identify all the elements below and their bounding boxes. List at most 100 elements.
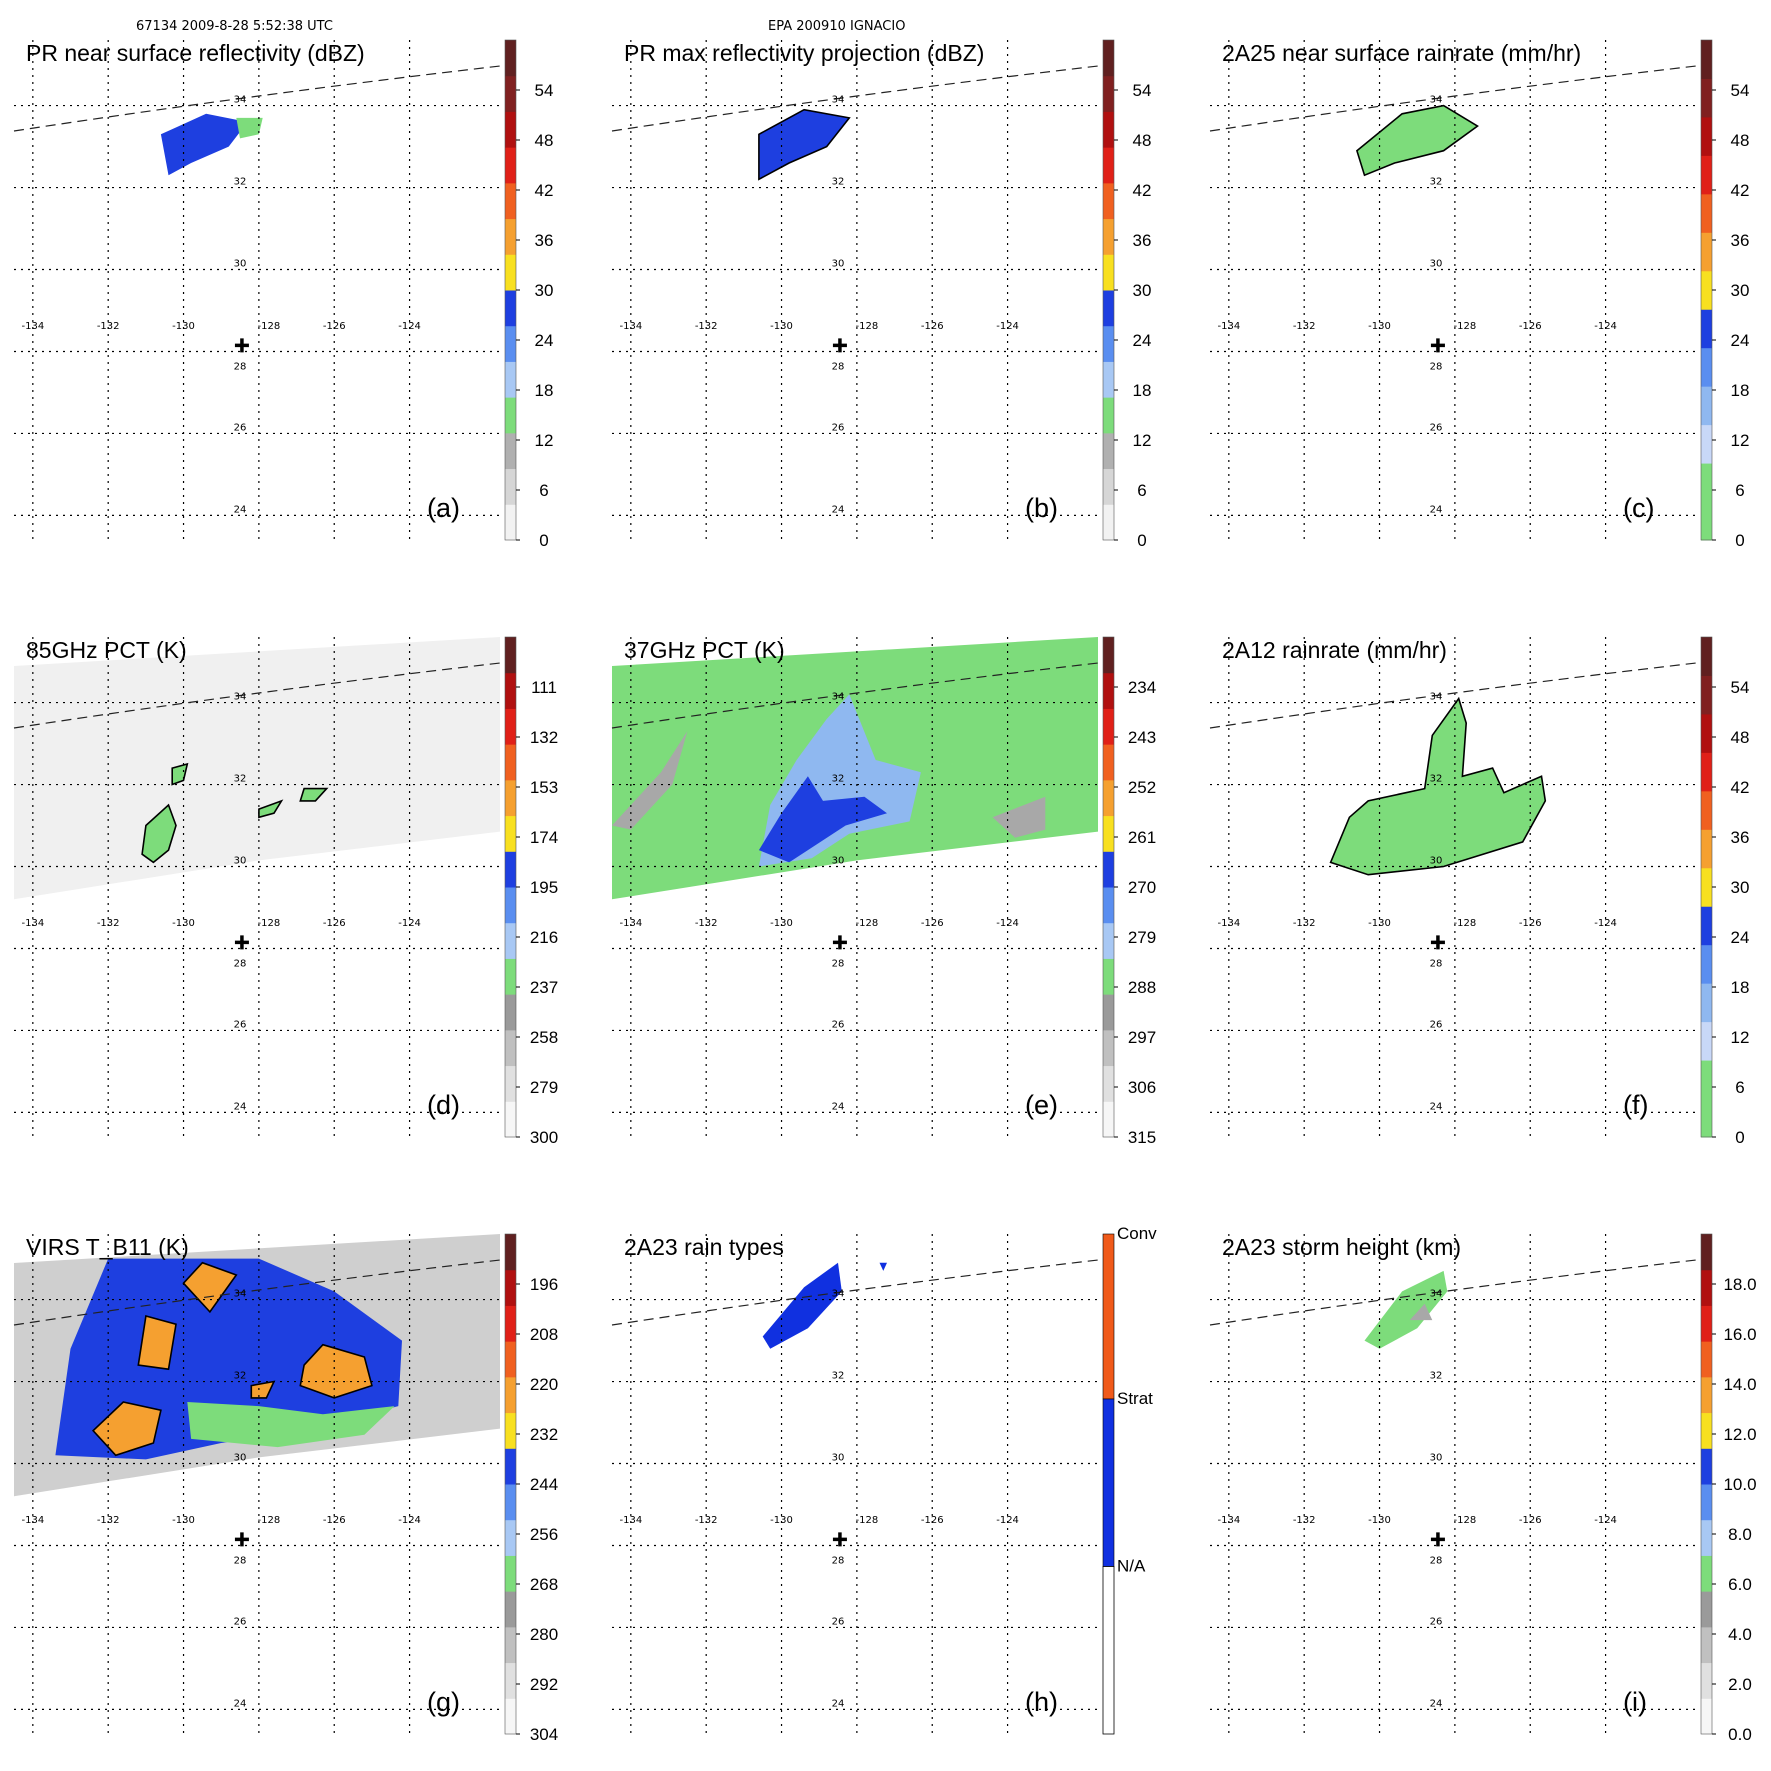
lon-tick-label: -124 [1594,918,1617,929]
colorbar-segment [1701,713,1712,753]
lat-tick-label: 26 [234,1616,247,1627]
colorbar-tick-label: 12 [1731,1028,1750,1047]
colorbar-segment [1103,815,1114,852]
lon-tick-label: -134 [1217,321,1240,332]
storm-center-marker [832,338,847,353]
rain-cell-gray [992,796,1046,838]
colorbar-segment [1701,752,1712,792]
colorbar-tick-label: 304 [530,1725,558,1744]
colorbar-segment [1103,397,1114,434]
rain-cell-orange [250,1380,276,1399]
colorbar-tick-label: 16.0 [1723,1325,1756,1344]
lon-tick-label: -126 [1519,918,1542,929]
lat-tick-label: 30 [1430,856,1443,867]
colorbar-segment [1701,78,1712,118]
colorbar-tick-label: 306 [1128,1078,1156,1097]
colorbar-segment [1701,1662,1712,1699]
panel-i: -134 -132 -130 -128 -126 -124 24 26 28 30 32 34 0.0 2… [1196,1230,1757,1744]
lon-tick-label: -128 [258,1515,281,1526]
colorbar-tick-label: 216 [530,928,558,947]
colorbar-segment [1103,40,1114,77]
colorbar-segment [505,1484,516,1521]
lon-tick-label: -124 [398,1515,421,1526]
colorbar-segment [505,182,516,220]
colorbar-tick-label: 243 [1128,728,1156,747]
colorbar-segment [1103,1065,1114,1102]
colorbar-tick-label: 4.0 [1728,1625,1752,1644]
lat-tick-label: 32 [1430,1371,1443,1382]
lon-tick-label: -130 [1368,1515,1391,1526]
colorbar-tick-label: 0.0 [1728,1725,1752,1744]
lat-tick-label: 28 [234,958,247,969]
storm-center-marker [1430,935,1445,950]
colorbar-tick-label: 18 [1731,381,1750,400]
lon-tick-label: -126 [323,321,346,332]
lon-tick-label: -126 [1519,321,1542,332]
colorbar-tick-label: 30 [1133,281,1152,300]
colorbar-segment [1701,1484,1712,1521]
lat-tick-label: 32 [832,177,845,188]
colorbar-segment [1701,1519,1712,1556]
lon-tick-label: -134 [619,1515,642,1526]
colorbar-segment [505,1065,516,1102]
storm-center-marker [1430,1532,1445,1547]
colorbar-segment [1103,637,1114,674]
lat-tick-label: 24 [832,1101,845,1112]
lon-tick-label: -134 [21,918,44,929]
colorbar-segment [505,1698,516,1735]
colorbar-segment [1701,675,1712,715]
colorbar-tick-label: 237 [530,978,558,997]
lat-tick-label: 32 [234,774,247,785]
colorbar-segment [505,111,516,148]
rain-cell-strat [762,1262,842,1349]
colorbar-segment [1701,1341,1712,1378]
storm-center-marker [832,935,847,950]
colorbar-segment [1701,1376,1712,1414]
panel-letter: (e) [1025,1090,1058,1120]
colorbar-segment [1701,637,1712,676]
rain-cell-orange [182,1261,238,1314]
colorbar-segment [505,1626,516,1664]
lat-tick-label: 34 [1430,95,1443,106]
colorbar-segment [505,779,516,817]
lon-tick-label: -130 [172,918,195,929]
pr-swath-edge [13,1259,501,1326]
colorbar-segment [505,815,516,852]
colorbar-segment [1701,270,1712,310]
colorbar-segment [505,147,516,184]
lon-tick-label: -132 [97,918,120,929]
lat-tick-label: 32 [234,177,247,188]
lat-tick-label: 24 [832,504,845,515]
colorbar-segment [1701,1269,1712,1306]
colorbar-segment [1103,958,1114,995]
lon-tick-label: -126 [921,321,944,332]
colorbar-segment [1701,867,1712,907]
colorbar-tick-label: 268 [530,1575,558,1594]
colorbar-tick-label: 279 [530,1078,558,1097]
panel-a: -134 -132 -130 -128 -126 -124 24 26 28 30 32 34 0 6 12… [0,36,553,550]
lat-tick-label: 34 [832,692,845,703]
lat-tick-label: 34 [1430,692,1443,703]
lat-tick-label: 32 [1430,774,1443,785]
pr-swath-edge [13,65,501,132]
map-svg: -134 -132 -130 -128 -126 -124 24 26 28 30 32 34 0.0 2… [1209,1233,1757,1744]
lon-tick-label: -132 [695,918,718,929]
colorbar-segment [1701,790,1712,830]
lon-tick-label: -126 [323,918,346,929]
lat-tick-label: 34 [234,692,247,703]
colorbar-segment [1701,829,1712,869]
lat-tick-label: 28 [832,361,845,372]
storm-center-marker [1430,338,1445,353]
panel-letter: (h) [1025,1687,1058,1717]
colorbar-tick-label: 48 [1133,131,1152,150]
colorbar-tick-label: 48 [1731,131,1750,150]
lon-tick-label: -132 [695,1515,718,1526]
panel-letter: (d) [427,1090,460,1120]
lat-tick-label: 34 [832,1289,845,1300]
colorbar-segment [505,1269,516,1306]
panel-title: 2A25 near surface rainrate (mm/hr) [1222,40,1582,66]
colorbar-segment [505,1591,516,1628]
colorbar-tick-label: 12 [535,431,554,450]
colorbar-segment-strat [1102,1398,1115,1567]
colorbar-segment [1701,1591,1712,1628]
